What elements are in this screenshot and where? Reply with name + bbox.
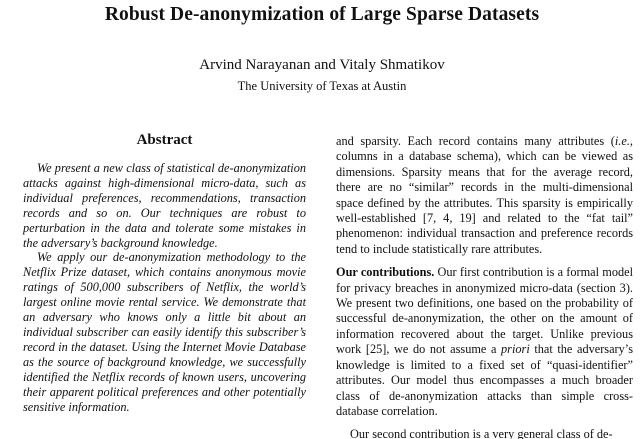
contributions-text-italic: priori (501, 342, 530, 357)
abstract-paragraph-1: We present a new class of statistical de… (23, 161, 306, 250)
right-column: and sparsity. Each record contains many … (336, 134, 633, 439)
abstract-heading: Abstract (136, 132, 193, 148)
intro-text-italic: i.e. (614, 134, 630, 148)
intro-text: and sparsity. Each record contains many … (336, 134, 615, 148)
contributions-paragraph: Our contributions. Our first contributio… (336, 265, 633, 419)
contributions-text: that the adversary’s knowledge is limite… (336, 342, 633, 418)
paper-affiliation: The University of Texas at Austin (237, 79, 407, 93)
intro-text: , columns in a database schema), which c… (336, 134, 633, 256)
abstract-paragraph-2: We apply our de-anonymization methodolog… (23, 250, 306, 414)
contributions-text: Our first contribution is a formal model… (336, 265, 633, 357)
abstract-body: We present a new class of statistical de… (23, 161, 306, 414)
intro-paragraph-1: and sparsity. Each record contains many … (336, 134, 633, 257)
introduction-body: and sparsity. Each record contains many … (336, 134, 633, 439)
contributions-heading: Our contributions. (336, 265, 435, 280)
intro-paragraph-3: Our second contribution is a very genera… (350, 427, 613, 439)
paper-authors: Arvind Narayanan and Vitaly Shmatikov (199, 57, 445, 73)
left-column: Abstract We present a new class of stati… (23, 132, 306, 414)
paper-title: Robust De-anonymization of Large Sparse … (104, 4, 540, 25)
